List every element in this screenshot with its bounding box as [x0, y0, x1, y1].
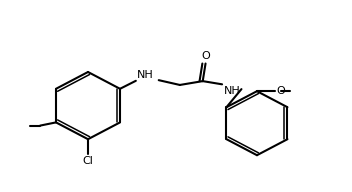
Text: NH: NH	[137, 70, 154, 80]
Text: NH: NH	[224, 86, 241, 96]
Text: O: O	[276, 86, 285, 96]
Text: O: O	[201, 51, 210, 61]
Text: Cl: Cl	[83, 156, 93, 166]
